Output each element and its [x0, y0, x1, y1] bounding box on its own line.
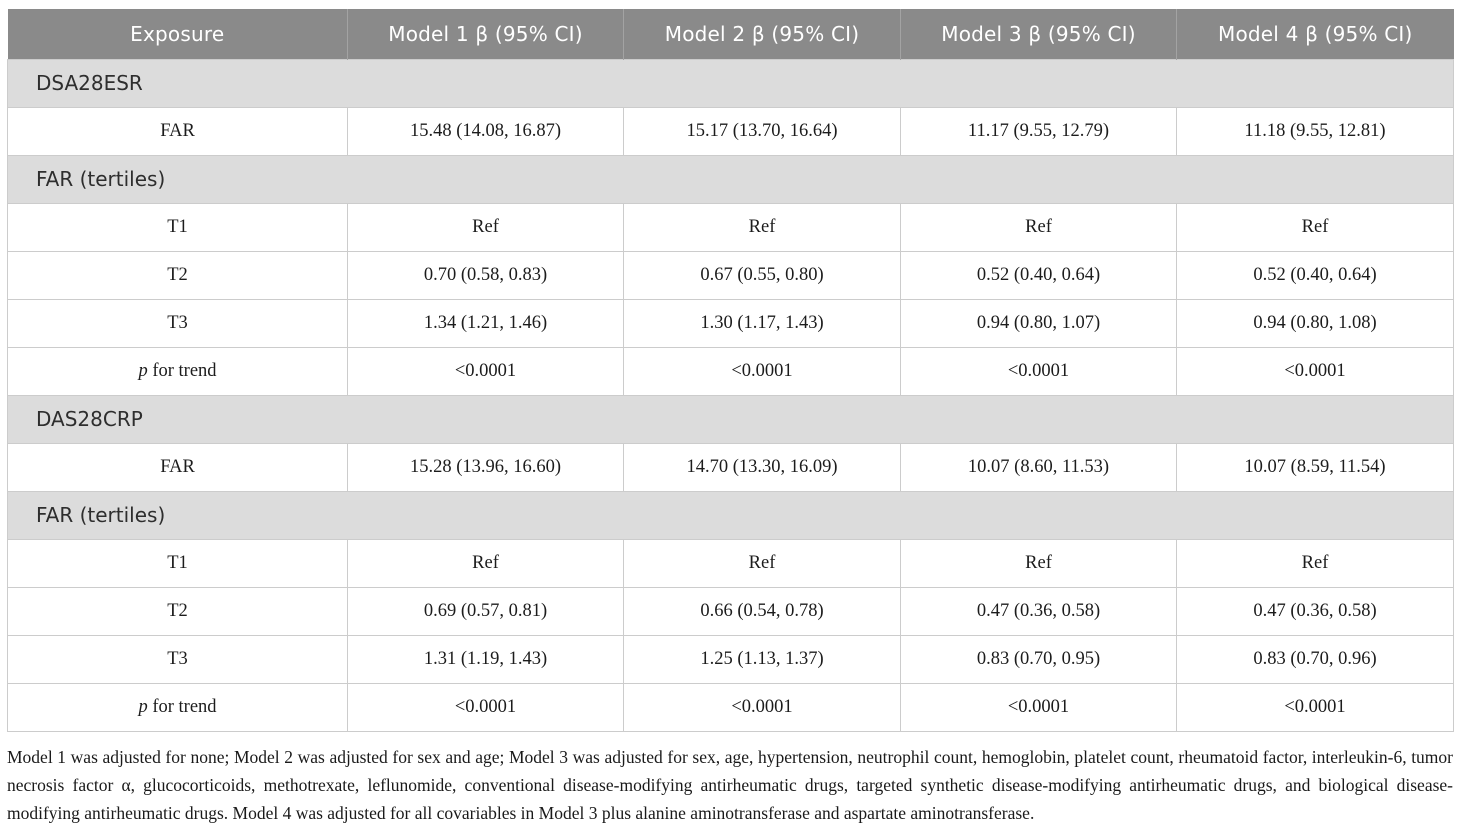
- cell-value: 0.69 (0.57, 0.81): [347, 586, 624, 636]
- cell-value: 0.94 (0.80, 1.08): [1176, 298, 1454, 348]
- table-row: T1 Ref Ref Ref Ref: [7, 202, 1454, 252]
- cell-value: 10.07 (8.59, 11.54): [1176, 442, 1454, 492]
- section-title-far-tertiles-2: FAR (tertiles): [7, 490, 1454, 540]
- table-row: T3 1.34 (1.21, 1.46) 1.30 (1.17, 1.43) 0…: [7, 298, 1454, 348]
- cell-value: 0.47 (0.36, 0.58): [1176, 586, 1454, 636]
- row-label: T2: [7, 250, 348, 300]
- cell-value: <0.0001: [347, 682, 624, 732]
- column-header-model4: Model 4 β (95% CI): [1176, 9, 1454, 59]
- p-symbol: p: [138, 360, 148, 381]
- cell-value: 11.18 (9.55, 12.81): [1176, 106, 1454, 156]
- cell-value: 15.48 (14.08, 16.87): [347, 106, 624, 156]
- row-label-text: for trend: [147, 696, 217, 717]
- cell-value: <0.0001: [623, 346, 901, 396]
- section-header-row: DAS28CRP: [7, 394, 1454, 444]
- column-header-model2: Model 2 β (95% CI): [623, 9, 901, 59]
- section-title-das28crp: DAS28CRP: [7, 394, 1454, 444]
- cell-value: 10.07 (8.60, 11.53): [900, 442, 1177, 492]
- row-label-p-for-trend: p for trend: [7, 682, 348, 732]
- cell-value: <0.0001: [900, 682, 1177, 732]
- table-row: p for trend <0.0001 <0.0001 <0.0001 <0.0…: [7, 346, 1454, 396]
- cell-value: Ref: [347, 202, 624, 252]
- cell-value: 11.17 (9.55, 12.79): [900, 106, 1177, 156]
- results-table: Exposure Model 1 β (95% CI) Model 2 β (9…: [7, 9, 1454, 732]
- cell-value: 15.28 (13.96, 16.60): [347, 442, 624, 492]
- cell-value: 1.31 (1.19, 1.43): [347, 634, 624, 684]
- section-title-dsa28esr: DSA28ESR: [7, 58, 1454, 108]
- row-label: T3: [7, 298, 348, 348]
- row-label: FAR: [7, 106, 348, 156]
- cell-value: Ref: [623, 202, 901, 252]
- row-label-text: for trend: [147, 360, 217, 381]
- table-row: T2 0.69 (0.57, 0.81) 0.66 (0.54, 0.78) 0…: [7, 586, 1454, 636]
- cell-value: 0.47 (0.36, 0.58): [900, 586, 1177, 636]
- cell-value: <0.0001: [1176, 682, 1454, 732]
- cell-value: 0.70 (0.58, 0.83): [347, 250, 624, 300]
- cell-value: Ref: [623, 538, 901, 588]
- cell-value: Ref: [900, 202, 1177, 252]
- table-row: T3 1.31 (1.19, 1.43) 1.25 (1.13, 1.37) 0…: [7, 634, 1454, 684]
- cell-value: 0.66 (0.54, 0.78): [623, 586, 901, 636]
- column-header-exposure: Exposure: [7, 9, 348, 59]
- column-header-model1: Model 1 β (95% CI): [347, 9, 624, 59]
- cell-value: <0.0001: [623, 682, 901, 732]
- cell-value: 15.17 (13.70, 16.64): [623, 106, 901, 156]
- section-header-row: DSA28ESR: [7, 58, 1454, 108]
- column-header-model3: Model 3 β (95% CI): [900, 9, 1177, 59]
- p-symbol: p: [138, 696, 148, 717]
- row-label: T3: [7, 634, 348, 684]
- table-row: p for trend <0.0001 <0.0001 <0.0001 <0.0…: [7, 682, 1454, 732]
- table-row: FAR 15.28 (13.96, 16.60) 14.70 (13.30, 1…: [7, 442, 1454, 492]
- cell-value: <0.0001: [900, 346, 1177, 396]
- table-row: T1 Ref Ref Ref Ref: [7, 538, 1454, 588]
- section-title-far-tertiles: FAR (tertiles): [7, 154, 1454, 204]
- row-label: FAR: [7, 442, 348, 492]
- table-row: T2 0.70 (0.58, 0.83) 0.67 (0.55, 0.80) 0…: [7, 250, 1454, 300]
- cell-value: 0.83 (0.70, 0.95): [900, 634, 1177, 684]
- row-label: T1: [7, 202, 348, 252]
- section-header-row: FAR (tertiles): [7, 490, 1454, 540]
- cell-value: 0.83 (0.70, 0.96): [1176, 634, 1454, 684]
- cell-value: 14.70 (13.30, 16.09): [623, 442, 901, 492]
- cell-value: Ref: [1176, 538, 1454, 588]
- cell-value: Ref: [347, 538, 624, 588]
- table-footnote: Model 1 was adjusted for none; Model 2 w…: [7, 746, 1453, 823]
- row-label-p-for-trend: p for trend: [7, 346, 348, 396]
- cell-value: 1.30 (1.17, 1.43): [623, 298, 901, 348]
- cell-value: Ref: [900, 538, 1177, 588]
- row-label: T1: [7, 538, 348, 588]
- cell-value: Ref: [1176, 202, 1454, 252]
- cell-value: 1.25 (1.13, 1.37): [623, 634, 901, 684]
- cell-value: 0.94 (0.80, 1.07): [900, 298, 1177, 348]
- cell-value: 0.67 (0.55, 0.80): [623, 250, 901, 300]
- cell-value: 1.34 (1.21, 1.46): [347, 298, 624, 348]
- cell-value: <0.0001: [1176, 346, 1454, 396]
- cell-value: 0.52 (0.40, 0.64): [900, 250, 1177, 300]
- cell-value: 0.52 (0.40, 0.64): [1176, 250, 1454, 300]
- table-row: FAR 15.48 (14.08, 16.87) 15.17 (13.70, 1…: [7, 106, 1454, 156]
- cell-value: <0.0001: [347, 346, 624, 396]
- table-header-row: Exposure Model 1 β (95% CI) Model 2 β (9…: [7, 9, 1454, 59]
- section-header-row: FAR (tertiles): [7, 154, 1454, 204]
- row-label: T2: [7, 586, 348, 636]
